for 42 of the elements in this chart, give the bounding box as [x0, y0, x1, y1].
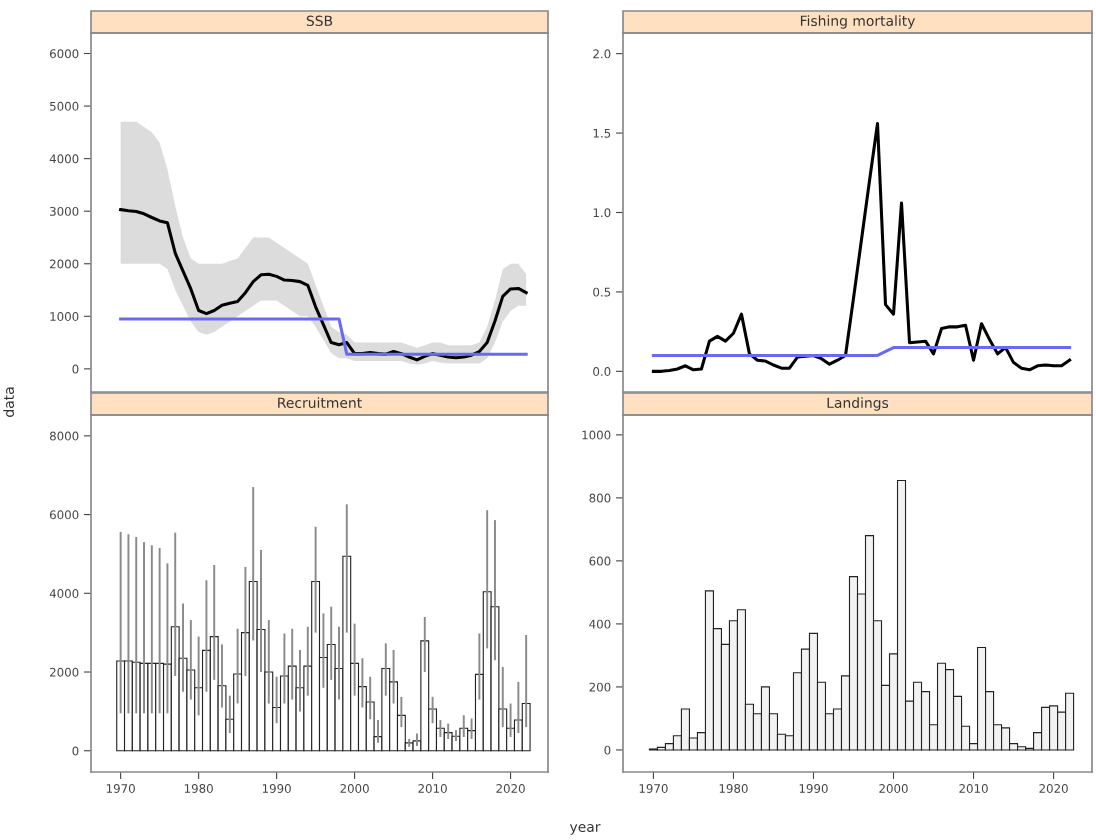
y-tick-label: 8000	[49, 431, 79, 441]
x-tick-label: 2020	[1039, 784, 1068, 793]
x-tick-label: 1970	[639, 784, 668, 793]
x-tick-label: 2000	[340, 784, 369, 793]
y-tick-label: 5000	[50, 101, 79, 111]
y-tick-label: 1.0	[593, 208, 611, 218]
y-tick-label: 6000	[49, 49, 79, 59]
x-tick-label: 2000	[879, 784, 908, 793]
chart-title: Landings	[827, 397, 889, 411]
y-tick-label: 4000	[49, 154, 79, 164]
chart-title: Recruitment	[278, 397, 362, 409]
x-tick-label: 1980	[184, 784, 213, 793]
y-tick-label: 0.0	[593, 367, 611, 376]
x-tick-label: 1970	[106, 784, 135, 793]
line-series	[651, 122, 1072, 373]
y-tick-label: 0	[604, 745, 611, 755]
y-tick-label: 0.5	[593, 287, 611, 297]
x-tick-label: 2010	[959, 784, 988, 793]
x-tick-label: 1990	[799, 784, 828, 793]
y-tick-label: 1000	[50, 312, 79, 321]
y-tick-label: 1.5	[593, 128, 611, 138]
y-tick-label: 2000	[50, 259, 79, 269]
chart-title: Fishing mortality	[800, 15, 916, 29]
y-tick-label: 2000	[50, 667, 79, 677]
x-tick-label: 2020	[496, 784, 525, 793]
y-tick-label: 200	[589, 682, 611, 692]
y-axis-title: data	[3, 387, 15, 417]
y-tick-label: 0	[72, 364, 79, 374]
y-tick-label: 1000	[582, 430, 611, 440]
x-axis-title: year	[569, 824, 601, 835]
y-tick-label: 0	[72, 746, 79, 756]
chart-title: SSB	[306, 15, 333, 27]
x-tick-label: 1990	[262, 784, 291, 793]
y-tick-label: 600	[589, 556, 611, 566]
x-tick-label: 1980	[719, 784, 748, 793]
y-tick-label: 400	[589, 619, 611, 629]
y-tick-label: 4000	[49, 589, 79, 598]
y-tick-label: 2.0	[593, 49, 611, 59]
y-tick-label: 6000	[49, 510, 79, 520]
y-tick-label: 3000	[50, 206, 79, 216]
x-tick-label: 2010	[418, 784, 447, 793]
y-tick-label: 800	[589, 493, 611, 503]
